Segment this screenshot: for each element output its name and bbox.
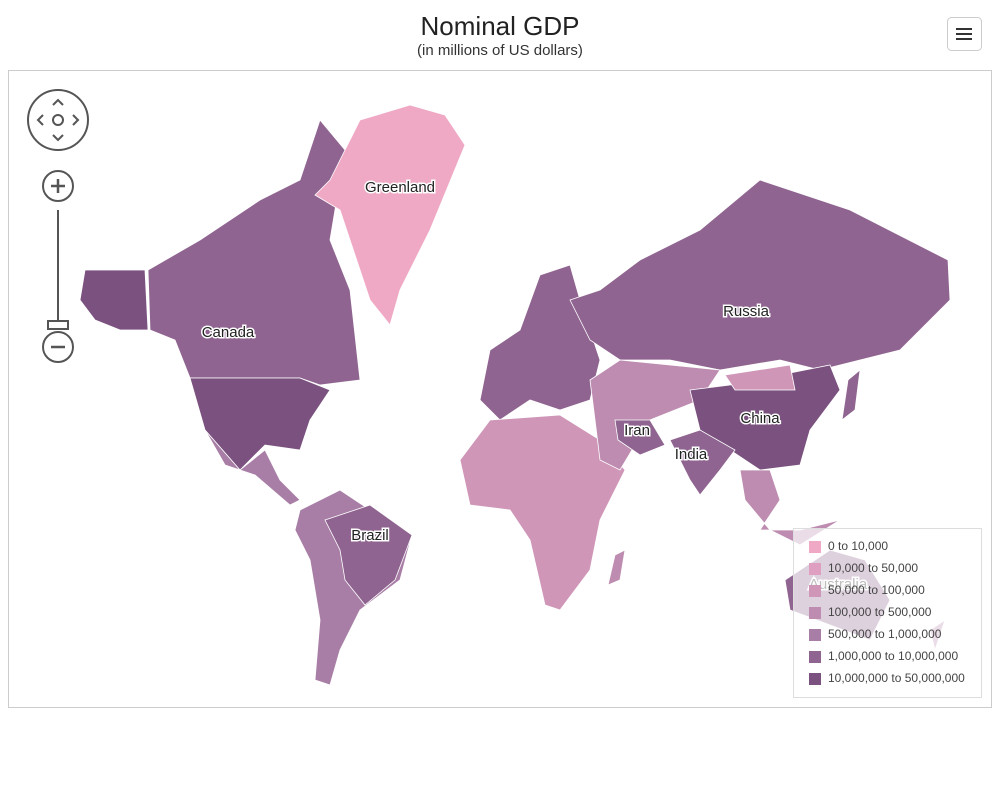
country-label: Iran xyxy=(624,422,650,439)
legend-label: 1,000,000 to 10,000,000 xyxy=(828,649,958,663)
legend-label: 500,000 to 1,000,000 xyxy=(828,627,942,641)
southeast-asia[interactable] xyxy=(739,469,841,546)
alaska[interactable] xyxy=(79,269,149,331)
legend-label: 10,000,000 to 50,000,000 xyxy=(828,671,965,685)
map xyxy=(79,104,951,686)
legend-label: 100,000 to 500,000 xyxy=(828,605,932,619)
menu-button[interactable] xyxy=(947,17,982,51)
pan-control[interactable] xyxy=(27,89,89,151)
country-label: Canada xyxy=(202,324,255,341)
pan-arrows[interactable] xyxy=(36,98,80,142)
canada[interactable] xyxy=(147,119,361,386)
legend-frame xyxy=(793,528,982,698)
russia[interactable] xyxy=(569,179,951,371)
legend-swatch xyxy=(809,629,821,641)
country-label: Russia xyxy=(723,303,770,320)
country-label: Greenland xyxy=(365,179,435,196)
madagascar[interactable] xyxy=(607,549,626,586)
zoom-handle[interactable] xyxy=(47,320,69,330)
africa[interactable] xyxy=(459,414,626,611)
legend-swatch xyxy=(809,541,821,553)
zoom-in-icon[interactable] xyxy=(51,179,65,193)
pan-center[interactable] xyxy=(52,114,64,126)
brazil[interactable] xyxy=(324,504,413,606)
legend-swatch xyxy=(809,651,821,663)
country-label: China xyxy=(740,410,780,427)
subtitle: (in millions of US dollars) xyxy=(417,42,583,59)
legend-swatch xyxy=(809,607,821,619)
mongolia[interactable] xyxy=(724,364,796,391)
title: Nominal GDP xyxy=(421,11,580,41)
india[interactable] xyxy=(669,429,736,496)
legend-label: 0 to 10,000 xyxy=(828,539,888,553)
menu-icon[interactable] xyxy=(956,28,972,40)
legend: 0 to 10,000 10,000 to 50,000 50,000 to 100… xyxy=(793,528,982,698)
legend-swatch xyxy=(809,673,821,685)
japan[interactable] xyxy=(841,369,861,421)
country-label: India xyxy=(675,446,708,463)
greenland[interactable] xyxy=(314,104,466,326)
legend-swatch xyxy=(809,563,821,575)
legend-swatch xyxy=(809,585,821,597)
iran[interactable] xyxy=(614,419,666,456)
central-america[interactable] xyxy=(204,429,301,506)
country-label: Brazil xyxy=(351,527,389,544)
navigation xyxy=(27,89,89,363)
legend-label: 10,000 to 50,000 xyxy=(828,561,918,575)
legend-label: 50,000 to 100,000 xyxy=(828,583,925,597)
